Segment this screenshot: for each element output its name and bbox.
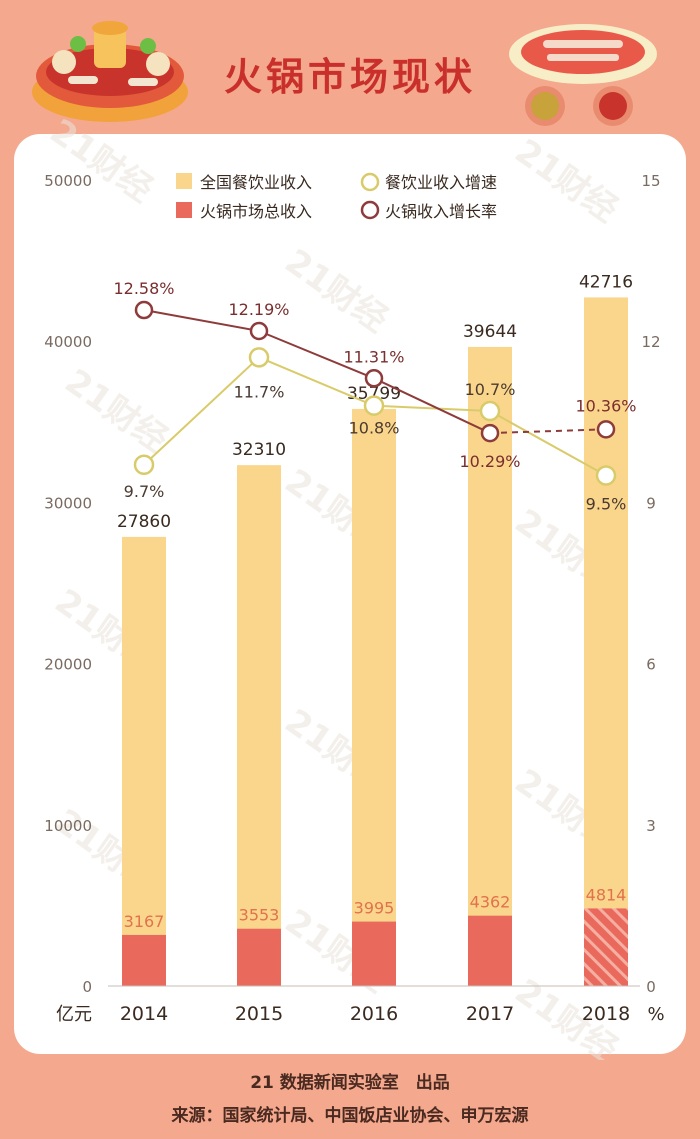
page-title: 火锅市场现状 [223, 55, 476, 99]
header: 火锅市场现状 [0, 0, 700, 130]
bar-hotpot-revenue [122, 934, 166, 986]
bar-total-value-label: 32310 [232, 440, 286, 460]
y-right-tick-label: 9 [646, 494, 656, 512]
x-tick-label: 2014 [120, 1003, 168, 1025]
legend-swatch-total [176, 173, 192, 189]
bar-hotpot-revenue [584, 908, 628, 986]
line-hotpot-growth-segment [489, 428, 607, 435]
bar-hotpot-value-label: 4362 [470, 893, 511, 912]
y-left-unit-label: 亿元 [56, 1004, 92, 1025]
bar-hotpot-value-label: 3553 [239, 906, 280, 925]
point-catering-growth [363, 395, 385, 416]
watermark-text: 21财经 [508, 132, 625, 231]
legend-label-catering-growth: 餐饮业收入增速 [385, 173, 497, 192]
x-tick-label: 2016 [350, 1003, 398, 1025]
point-catering-growth [479, 400, 501, 422]
bar-hotpot-revenue [352, 921, 396, 986]
point-hotpot-growth [480, 423, 500, 443]
point-hotpot-growth [134, 300, 154, 320]
y-right-tick-label: 12 [641, 333, 660, 351]
line-hotpot-growth-segment [373, 377, 491, 434]
lines: 9.7% 11.7% 10.8% 10.7% 9.5% 12.58% 12.19% 11.31… [113, 279, 636, 513]
line-hotpot-growth-segment [143, 309, 260, 332]
y-left-tick-label: 20000 [44, 656, 92, 674]
point-catering-growth [248, 347, 270, 368]
label-catering-growth: 11.7% [234, 382, 285, 401]
point-catering-growth [595, 465, 617, 486]
bar-total-revenue [352, 408, 396, 986]
y-left-tick-label: 40000 [44, 333, 92, 351]
y-right-tick-label: 15 [641, 172, 660, 190]
x-tick-label: 2015 [235, 1003, 283, 1025]
legend-label-hotpot: 火锅市场总收入 [200, 202, 312, 221]
label-hotpot-growth: 10.36% [575, 396, 636, 415]
point-hotpot-growth [596, 420, 616, 439]
watermark-text: 21财经 [43, 112, 160, 211]
legend-marker-catering-growth [360, 172, 380, 192]
y-left-tick-label: 0 [82, 978, 92, 996]
label-catering-growth: 9.7% [124, 482, 165, 501]
label-hotpot-growth: 12.19% [228, 300, 289, 319]
bars: 2786031673231035533579939953964443624271… [117, 272, 633, 986]
y-axis-left: 0 10000 20000 30000 40000 50000 [44, 172, 92, 996]
line-hotpot-growth-segment [258, 330, 375, 380]
label-catering-growth: 9.5% [586, 495, 627, 514]
line-catering-growth-segment [373, 404, 491, 413]
bar-total-revenue [237, 465, 281, 986]
bar-total-revenue [468, 346, 512, 986]
bar-hotpot-revenue [468, 915, 512, 986]
y-left-tick-label: 30000 [44, 494, 92, 512]
y-right-tick-label: 3 [646, 817, 656, 835]
y-axis-right: 0 3 6 9 12 15 [641, 172, 660, 996]
label-hotpot-growth: 11.31% [343, 347, 404, 366]
legend-marker-hotpot-growth [360, 200, 380, 220]
bar-hotpot-value-label: 4814 [586, 885, 627, 904]
watermark-text: 21财经 [58, 362, 175, 461]
x-tick-label: 2018 [582, 1003, 630, 1025]
x-tick-label: 2017 [466, 1003, 514, 1025]
source-text: 来源：国家统计局、中国饭店业协会、申万宏源 [171, 1106, 529, 1126]
label-hotpot-growth: 12.58% [113, 279, 174, 298]
watermark-text: 21财经 [278, 242, 395, 341]
bar-total-revenue [122, 536, 166, 986]
legend-label-hotpot-growth: 火锅收入增长率 [385, 202, 497, 221]
y-right-tick-label: 6 [646, 656, 656, 674]
bar-hotpot-value-label: 3167 [124, 912, 165, 931]
bar-total-value-label: 42716 [579, 272, 633, 292]
bar-total-revenue [584, 297, 628, 986]
food-plates-illustration [509, 24, 657, 126]
bar-hotpot-revenue [237, 928, 281, 986]
point-hotpot-growth [249, 321, 269, 341]
y-right-tick-label: 0 [646, 978, 656, 996]
credit-text: 21 数据新闻实验室 出品 [250, 1073, 450, 1093]
bar-hotpot-value-label: 3995 [354, 899, 395, 918]
x-axis: 2014 2015 2016 2017 2018 亿元% [56, 985, 665, 1025]
bar-total-value-label: 39644 [463, 322, 517, 342]
hotpot-illustration [32, 21, 188, 122]
line-catering-growth-segment [143, 356, 260, 466]
y-right-unit-label: % [647, 1004, 664, 1025]
point-hotpot-growth [364, 369, 384, 388]
legend-label-total: 全国餐饮业收入 [200, 173, 312, 192]
label-hotpot-growth: 10.29% [459, 452, 520, 471]
line-catering-growth-segment [489, 410, 607, 477]
y-left-tick-label: 50000 [44, 172, 92, 190]
legend-swatch-hotpot [176, 202, 192, 218]
point-catering-growth [133, 454, 155, 476]
line-catering-growth-segment [258, 356, 375, 407]
label-catering-growth: 10.7% [465, 380, 516, 399]
y-left-tick-label: 10000 [44, 817, 92, 835]
label-catering-growth: 10.8% [349, 419, 400, 438]
bar-total-value-label: 27860 [117, 512, 171, 532]
